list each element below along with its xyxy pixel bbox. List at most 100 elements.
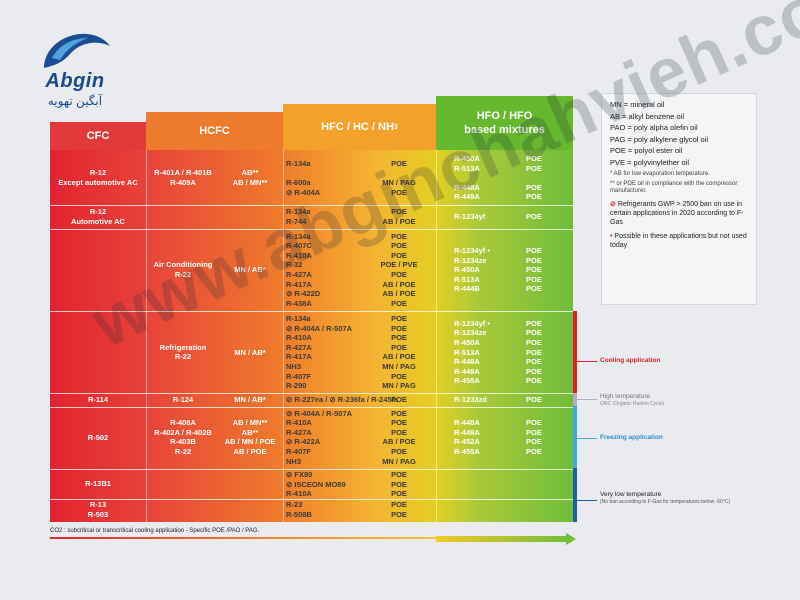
cell-hfo: R-1233zd xyxy=(454,395,526,405)
cell-line: NH3 xyxy=(286,362,302,372)
gradient-baseline xyxy=(50,537,436,539)
hfo-arrow xyxy=(436,536,572,542)
cell-line: ⊘ R-422A xyxy=(286,437,321,447)
cell-line: R-410A xyxy=(286,250,312,260)
cell-hcfc-oil: MN / AB* xyxy=(220,395,280,405)
cell-line: Automotive AC xyxy=(71,216,125,226)
cell-line: ⊘ FX80 xyxy=(286,470,313,479)
cell-line: Air Conditioning xyxy=(153,260,213,270)
cell-line: R-407F xyxy=(286,371,312,381)
cell-line: R-403B xyxy=(170,437,196,447)
legend-ban: ⊘ Refrigerants GWP > 2500 ban on use in … xyxy=(610,201,744,226)
cell-line: MN / AB* xyxy=(234,265,266,275)
cell-line: ⊘ R-227ea / ⊘ R-236fa / R-245fa xyxy=(286,395,399,405)
cell-hfc: R-134a R-744 xyxy=(286,207,366,226)
cell-line: R-427A xyxy=(286,427,312,437)
cell-line: R-401A / R-401B xyxy=(154,168,212,178)
header-cfc: CFC xyxy=(50,122,146,150)
cell-hfc: ⊘ R-227ea / ⊘ R-236fa / R-245fa xyxy=(286,395,399,405)
cell-hcfc: R-124 xyxy=(148,395,218,405)
cell-hfc: R-134a R-407C R-410A R-32 R-427A R-417A ⊘ R-42… xyxy=(286,232,366,309)
cell-line: R-410A xyxy=(286,333,312,343)
cell-line: R-408A xyxy=(170,418,196,428)
header-hfo: HFO / HFO based mixtures xyxy=(436,96,573,150)
row-divider xyxy=(50,205,573,206)
cell-line: POE xyxy=(526,418,542,428)
refrigerant-table: R-12 Except automotive AC R-401A / R-401B R… xyxy=(50,150,573,522)
logo-latin-text: Abgin xyxy=(45,70,105,92)
cell-line: R-502 xyxy=(87,432,109,442)
cell-line: POE xyxy=(391,418,407,428)
cell-line: R-513A xyxy=(454,163,480,173)
cell-hfo: R-1234yf xyxy=(454,212,526,222)
legend-note-1: * AB for low evaporation temperature. xyxy=(610,171,710,177)
cell-line: R-402A / R-402B xyxy=(154,427,212,437)
cell-line: POE xyxy=(526,376,542,386)
cell-line: POE xyxy=(526,212,542,222)
cell-line: POE xyxy=(391,427,407,437)
cell-line: R-23 xyxy=(286,500,303,510)
hightemp-bar xyxy=(573,393,577,406)
cell-line: POE xyxy=(526,154,542,163)
cell-line: R-450A xyxy=(454,338,480,348)
legend-line: PAO = poly alpha olefin oil xyxy=(610,123,698,132)
cell-line: POE xyxy=(526,246,542,255)
cell-line: R-410A xyxy=(286,418,312,428)
cell-line: R-22 xyxy=(174,352,192,362)
cell-line: R-449A xyxy=(454,192,480,202)
cell-cfc: R-13B1 xyxy=(50,479,146,489)
cell-line: POE xyxy=(391,231,407,241)
cooling-line xyxy=(577,361,597,362)
cell-hfc: ⊘ FX80 ⊘ ISCEON MO89 R-410A xyxy=(286,470,366,499)
cell-line: POE xyxy=(526,284,542,294)
cell-line: MN / AB* xyxy=(234,347,266,357)
cell-line: R-448A xyxy=(454,357,480,367)
cell-hcfc-oil: AB / MN** AB** AB / MN / POE AB / POE xyxy=(220,418,280,456)
cell-line: POE xyxy=(526,265,542,275)
cell-hfo: R-450A R-513A R-448A R-449A xyxy=(454,154,526,202)
cell-line: POE xyxy=(391,187,407,197)
cell-hfc-oil: POE POE xyxy=(366,500,432,519)
cell-hfc: R-23 R-508B xyxy=(286,500,366,519)
cell-line: R-427A xyxy=(286,342,312,352)
cell-line: R-455A xyxy=(454,376,480,386)
ban-icon: ⊘ xyxy=(610,201,618,208)
cell-cfc: R-12 Automotive AC xyxy=(50,207,146,226)
cell-line: R-407F xyxy=(286,447,312,457)
cell-hcfc-oil: MN / AB* xyxy=(220,348,280,358)
cell-line: POE xyxy=(391,250,407,260)
cell-line: R-1234yf • xyxy=(454,318,490,328)
cell-hfo-oil: POE xyxy=(526,395,566,405)
cell-line: ⊘ R-404A / R-507A xyxy=(286,323,353,333)
cell-line: POE xyxy=(526,357,542,367)
cell-cfc: R-12 Except automotive AC xyxy=(50,168,146,187)
cooling-label: Cooling application xyxy=(600,357,661,364)
wave-logo-icon xyxy=(44,33,110,68)
cell-line: AB / POE xyxy=(382,216,416,226)
verylow-line xyxy=(577,500,597,501)
freezing-label: Freezing application xyxy=(600,434,663,441)
cell-line: R-409A xyxy=(170,177,196,187)
hightemp-label: High temperature xyxy=(600,393,651,400)
cell-line: R-134a xyxy=(286,207,311,217)
cell-line: R-124 xyxy=(172,395,194,405)
cell-line: POE xyxy=(391,395,407,405)
row-divider xyxy=(50,393,573,394)
cell-line: R-503 xyxy=(87,509,109,519)
cell-line: MN / PAG xyxy=(382,456,416,466)
cell-line xyxy=(366,168,432,178)
cell-line: R-114 xyxy=(87,395,108,405)
cell-line: POE xyxy=(526,427,542,437)
cell-line: POE xyxy=(526,395,542,405)
cell-line: R-134a xyxy=(286,158,311,168)
cell-line: POE / PVE xyxy=(380,260,418,270)
cell-line: R-450A xyxy=(454,154,480,163)
cell-line: ⊘ R-404A xyxy=(286,187,321,197)
cell-hcfc: Refrigeration R-22 xyxy=(148,343,218,362)
cell-line: R-13 xyxy=(89,500,107,510)
arrow-head-icon xyxy=(566,533,576,545)
row-divider xyxy=(50,407,573,408)
cell-hfo: R-1234yf • R-1234ze R-450A R-513A R-444B xyxy=(454,246,526,294)
cell-line: POE xyxy=(391,241,407,251)
cell-line: AB / POE xyxy=(233,447,267,457)
